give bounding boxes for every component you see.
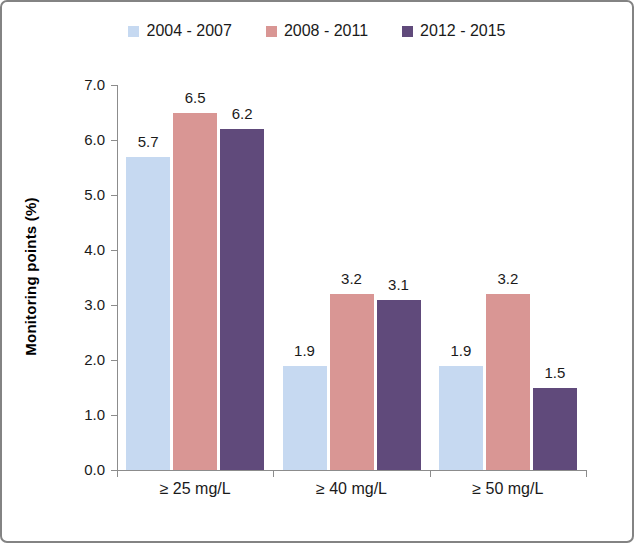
y-tick-label: 6.0 <box>57 131 105 148</box>
legend: 2004 - 2007 2008 - 2011 2012 - 2015 <box>2 22 632 40</box>
y-tick-mark <box>111 85 117 86</box>
x-tick-mark <box>430 471 431 477</box>
x-axis-line <box>117 470 587 471</box>
bar <box>220 129 264 470</box>
x-tick-mark <box>586 471 587 477</box>
y-tick-label: 5.0 <box>57 186 105 203</box>
bar <box>439 366 483 471</box>
legend-label: 2004 - 2007 <box>146 22 231 40</box>
y-tick-mark <box>111 415 117 416</box>
x-category-label: ≥ 40 mg/L <box>273 480 429 498</box>
bar-value-label: 1.9 <box>431 342 491 359</box>
bar-value-label: 5.7 <box>118 133 178 150</box>
legend-swatch-icon <box>128 26 139 37</box>
bar <box>330 294 374 470</box>
legend-label: 2012 - 2015 <box>420 22 505 40</box>
y-tick-mark <box>111 305 117 306</box>
legend-swatch-icon <box>266 26 277 37</box>
bar <box>283 366 327 471</box>
x-tick-mark <box>117 471 118 477</box>
x-category-label: ≥ 50 mg/L <box>430 480 586 498</box>
legend-label: 2008 - 2011 <box>284 22 368 40</box>
bar-value-label: 6.2 <box>212 105 272 122</box>
bar-value-label: 1.5 <box>525 364 585 381</box>
legend-item: 2012 - 2015 <box>402 22 505 40</box>
y-tick-label: 0.0 <box>57 461 105 478</box>
bar-value-label: 6.5 <box>165 89 225 106</box>
y-axis-title: Monitoring points (%) <box>22 187 39 367</box>
y-tick-label: 1.0 <box>57 406 105 423</box>
y-tick-mark <box>111 250 117 251</box>
y-tick-label: 3.0 <box>57 296 105 313</box>
bar <box>377 300 421 471</box>
y-tick-label: 4.0 <box>57 241 105 258</box>
legend-swatch-icon <box>402 26 413 37</box>
bar <box>126 157 170 471</box>
y-tick-mark <box>111 360 117 361</box>
x-tick-mark <box>273 471 274 477</box>
bar-value-label: 3.1 <box>369 276 429 293</box>
y-tick-mark <box>111 195 117 196</box>
legend-item: 2004 - 2007 <box>128 22 231 40</box>
bar <box>173 113 217 471</box>
legend-item: 2008 - 2011 <box>266 22 368 40</box>
y-tick-label: 2.0 <box>57 351 105 368</box>
y-tick-label: 7.0 <box>57 76 105 93</box>
bar-value-label: 3.2 <box>478 270 538 287</box>
bar <box>533 388 577 471</box>
y-tick-mark <box>111 140 117 141</box>
chart-frame: 2004 - 2007 2008 - 2011 2012 - 2015 Moni… <box>0 0 634 543</box>
bar <box>486 294 530 470</box>
x-category-label: ≥ 25 mg/L <box>117 480 273 498</box>
bar-value-label: 1.9 <box>275 342 335 359</box>
